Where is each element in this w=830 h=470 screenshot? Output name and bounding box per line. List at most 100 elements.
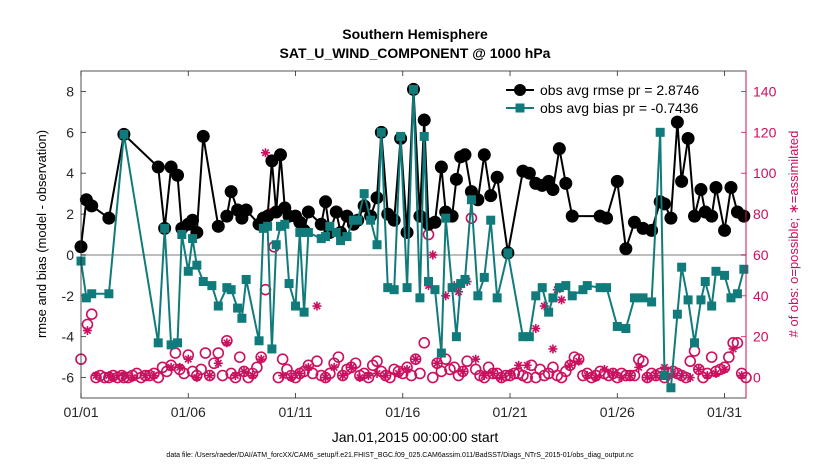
assimilated-obs-marker (256, 354, 266, 364)
y-tick-label-left: 6 (66, 124, 74, 140)
assimilated-obs-marker (140, 371, 150, 381)
bias-marker (183, 266, 193, 276)
y-tick-label-right: 20 (753, 329, 769, 345)
rmse-marker (449, 172, 463, 186)
bias-marker (353, 215, 363, 225)
y-axis-label-right: # of obs: o=possible; ∗=assimilated (786, 131, 801, 338)
assimilated-obs-marker (239, 366, 249, 376)
assimilated-obs-marker (599, 364, 609, 374)
possible-obs-marker (705, 351, 718, 363)
bias-marker (342, 232, 352, 242)
possible-obs-marker (427, 371, 439, 384)
x-tick-label: 01/21 (493, 404, 528, 420)
y-tick-label-right: 40 (753, 288, 769, 304)
bias-marker (207, 281, 217, 291)
assimilated-obs-marker (591, 373, 601, 383)
bias-marker (647, 297, 657, 307)
bias-marker (567, 291, 577, 301)
possible-obs-marker (251, 361, 263, 374)
bias-marker (153, 338, 163, 348)
rmse-marker (565, 209, 579, 223)
bias-marker (87, 289, 97, 299)
bias-marker (177, 230, 187, 239)
rmse-marker (664, 211, 678, 225)
y-tick-label-right: 120 (753, 124, 777, 140)
possible-obs-marker (203, 369, 216, 382)
bias-marker (280, 219, 290, 229)
y-tick-label-left: 2 (66, 206, 74, 222)
bias-marker (166, 340, 176, 350)
bias-marker (389, 285, 399, 295)
bias-marker (659, 371, 669, 381)
assimilated-obs-marker (82, 326, 92, 336)
assimilated-obs-marker (166, 362, 176, 372)
bias-marker (548, 293, 558, 303)
x-tick-label: 01/26 (600, 404, 635, 420)
bias-marker (284, 279, 294, 289)
assimilated-obs-marker (402, 364, 412, 374)
bias-marker (271, 240, 281, 250)
legend-bias-marker (515, 103, 525, 113)
rmse-marker (458, 148, 472, 162)
rmse-marker (657, 197, 671, 211)
possible-obs-marker (276, 353, 289, 365)
y-tick-label-right: 60 (753, 247, 769, 263)
bias-marker (430, 285, 440, 295)
y-tick-label-left: -6 (62, 370, 75, 386)
rmse-marker (552, 142, 566, 156)
assimilated-obs-marker (295, 368, 305, 378)
bias-marker (672, 309, 682, 319)
assimilated-obs-marker (108, 373, 118, 383)
assimilated-obs-marker (192, 373, 202, 383)
assimilated-obs-marker (608, 368, 618, 378)
bias-marker (683, 295, 693, 305)
bias-marker (376, 127, 386, 137)
bias-marker (595, 283, 605, 293)
bias-marker (104, 289, 114, 299)
assimilated-obs-marker (514, 360, 524, 370)
rmse-marker (151, 160, 165, 174)
assimilated-obs-marker (531, 324, 541, 334)
x-tick-label: 01/11 (279, 404, 313, 420)
possible-obs-marker (684, 355, 697, 368)
possible-obs-marker (461, 355, 473, 368)
x-tick-label: 01/31 (707, 404, 742, 420)
assimilated-obs-marker (230, 371, 240, 381)
assimilated-obs-marker (548, 344, 558, 354)
bias-marker (486, 215, 496, 225)
bias-marker (424, 277, 434, 287)
y-tick-label-left: -2 (62, 288, 75, 304)
assimilated-obs-marker (286, 373, 296, 383)
rmse-marker (400, 225, 414, 239)
rmse-marker (102, 211, 116, 225)
chart-title-line1: Southern Hemisphere (342, 26, 488, 42)
bias-marker (291, 301, 301, 311)
rmse-marker (211, 219, 225, 233)
assimilated-obs-marker (720, 364, 730, 374)
bias-marker (254, 336, 264, 346)
rmse-marker (85, 199, 99, 213)
y-tick-label-left: 8 (66, 83, 74, 99)
assimilated-obs-marker (565, 360, 575, 370)
bias-marker (336, 236, 346, 246)
bias-marker (739, 264, 749, 274)
bias-marker (402, 283, 412, 293)
rmse-marker (224, 185, 238, 199)
bias-marker (621, 324, 631, 334)
data-file-footer: data file: /Users/raeder/DAI/ATM_forcXX/… (166, 452, 634, 459)
y-tick-label-left: -4 (62, 329, 75, 345)
possible-obs-marker (405, 369, 418, 382)
assimilated-obs-marker (651, 371, 661, 381)
bias-marker (441, 213, 451, 223)
rmse-marker (434, 160, 448, 174)
bias-marker (466, 195, 476, 205)
bias-marker (299, 307, 309, 317)
rmse-marker (522, 166, 536, 180)
bias-marker (492, 293, 502, 303)
bias-marker (237, 313, 247, 323)
rmse-marker (428, 215, 442, 229)
assimilated-obs-marker (312, 301, 322, 311)
rmse-marker (724, 180, 738, 194)
assimilated-obs-marker (505, 368, 515, 378)
